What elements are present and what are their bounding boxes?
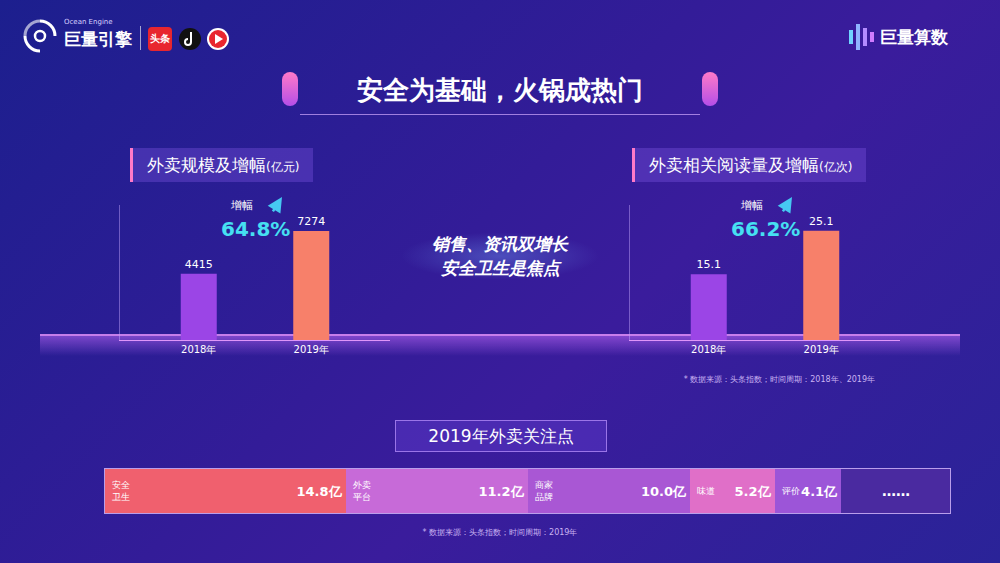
svg-text:64.8%: 64.8% xyxy=(221,217,290,241)
svg-text:4415: 4415 xyxy=(185,258,213,271)
html-text:安全为基础，火锅成热门: 安全为基础，火锅成热门 xyxy=(357,75,643,105)
svg-text:5.2亿: 5.2亿 xyxy=(734,484,771,499)
svg-text:……: …… xyxy=(882,483,910,499)
svg-text:外卖平台: 外卖平台 xyxy=(353,480,371,502)
html-text:巨量引擎: 巨量引擎 xyxy=(64,29,132,49)
svg-text:14.8亿: 14.8亿 xyxy=(296,484,342,499)
svg-text:2018年: 2018年 xyxy=(691,344,726,355)
svg-text:评价: 评价 xyxy=(782,486,800,496)
svg-text:商家品牌: 商家品牌 xyxy=(535,480,553,502)
svg-text:15.1: 15.1 xyxy=(697,258,722,271)
svg-text:10.0亿: 10.0亿 xyxy=(641,484,687,499)
html-text:销售、资讯双增长: 销售、资讯双增长 xyxy=(432,234,568,254)
html-text:头条: 头条 xyxy=(150,33,170,44)
html-text:外卖相关阅读量及增幅(亿次): 外卖相关阅读量及增幅(亿次) xyxy=(649,155,853,175)
svg-text:25.1: 25.1 xyxy=(809,215,834,228)
html-text:巨量算数: 巨量算数 xyxy=(880,27,948,47)
svg-text:7274: 7274 xyxy=(297,215,325,228)
svg-text:安全卫生: 安全卫生 xyxy=(112,480,130,502)
html-text:* 数据来源：头条指数；时间周期：2018年、2019年: * 数据来源：头条指数；时间周期：2018年、2019年 xyxy=(683,375,875,384)
html-text:* 数据来源：头条指数；时间周期：2019年: * 数据来源：头条指数；时间周期：2019年 xyxy=(422,528,578,537)
svg-text:2019年: 2019年 xyxy=(294,344,329,355)
svg-text:2019年: 2019年 xyxy=(804,344,839,355)
html-text:2019年外卖关注点: 2019年外卖关注点 xyxy=(428,426,574,446)
svg-text:味道: 味道 xyxy=(697,486,715,496)
svg-text:增幅: 增幅 xyxy=(230,199,253,212)
svg-text:66.2%: 66.2% xyxy=(731,217,800,241)
html-text:Ocean Engine: Ocean Engine xyxy=(64,18,113,26)
svg-text:4.1亿: 4.1亿 xyxy=(801,484,838,499)
svg-text:增幅: 增幅 xyxy=(740,199,763,212)
html-text:安全卫生是焦点: 安全卫生是焦点 xyxy=(440,258,560,278)
svg-text:11.2亿: 11.2亿 xyxy=(478,484,524,499)
html-text:外卖规模及增幅(亿元): 外卖规模及增幅(亿元) xyxy=(147,155,300,175)
svg-text:2018年: 2018年 xyxy=(181,344,216,355)
